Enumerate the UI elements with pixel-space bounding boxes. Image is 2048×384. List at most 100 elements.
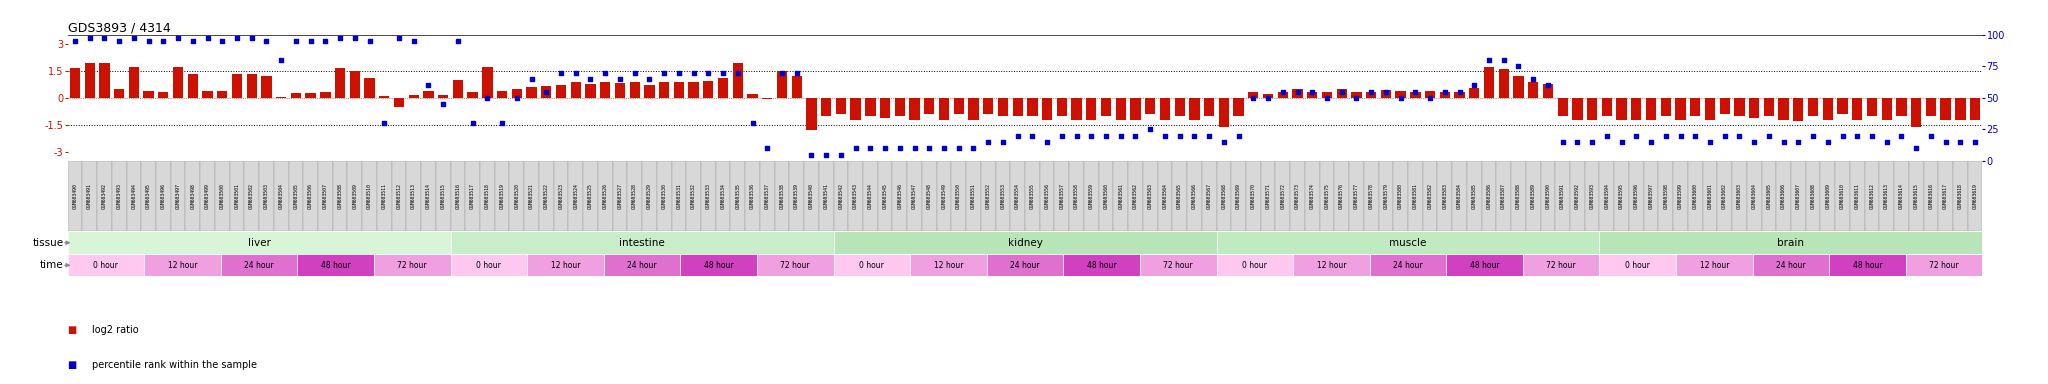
Point xyxy=(176,38,209,44)
Bar xyxy=(1526,161,1540,232)
Point xyxy=(1827,133,1860,139)
Point xyxy=(236,35,268,41)
Text: GSM603583: GSM603583 xyxy=(1442,184,1448,209)
Point xyxy=(1634,139,1667,145)
Bar xyxy=(348,161,362,232)
Point xyxy=(1413,95,1446,101)
Text: 72 hour: 72 hour xyxy=(1546,261,1577,270)
Text: GSM603525: GSM603525 xyxy=(588,184,594,209)
Bar xyxy=(987,254,1063,276)
Text: tissue: tissue xyxy=(33,238,63,248)
Text: GSM603590: GSM603590 xyxy=(1546,184,1550,209)
Bar xyxy=(231,74,242,98)
Bar xyxy=(850,98,860,119)
Text: GSM603604: GSM603604 xyxy=(1751,184,1757,209)
Point xyxy=(1339,95,1372,101)
Text: GSM603529: GSM603529 xyxy=(647,184,651,209)
Point xyxy=(1061,133,1094,139)
Bar xyxy=(1720,98,1731,114)
Bar xyxy=(1098,161,1114,232)
Point xyxy=(1532,82,1565,88)
Bar xyxy=(983,98,993,114)
Bar xyxy=(276,97,287,98)
Bar xyxy=(688,81,698,98)
Text: GSM603508: GSM603508 xyxy=(338,184,342,209)
Bar xyxy=(715,161,731,232)
Text: GSM603565: GSM603565 xyxy=(1178,184,1182,209)
Text: 0 hour: 0 hour xyxy=(94,261,119,270)
Text: GSM603519: GSM603519 xyxy=(500,184,504,209)
Point xyxy=(1841,133,1874,139)
Bar xyxy=(1370,254,1446,276)
Point xyxy=(942,146,975,152)
Bar xyxy=(1559,98,1569,116)
Bar xyxy=(1204,98,1214,116)
Bar xyxy=(1485,67,1495,98)
Bar xyxy=(1528,81,1538,98)
Point xyxy=(442,38,475,44)
Bar xyxy=(1761,161,1776,232)
Bar xyxy=(1968,161,1982,232)
Bar xyxy=(1880,161,1894,232)
Text: GSM603545: GSM603545 xyxy=(883,184,887,209)
Point xyxy=(1384,95,1417,101)
Text: GSM603619: GSM603619 xyxy=(1972,184,1978,209)
Point xyxy=(279,38,311,44)
Text: 12 hour: 12 hour xyxy=(934,261,963,270)
Bar xyxy=(451,161,465,232)
Bar xyxy=(758,254,834,276)
Bar xyxy=(788,161,805,232)
Text: GSM603581: GSM603581 xyxy=(1413,184,1417,209)
Point xyxy=(1044,133,1077,139)
Text: GSM603588: GSM603588 xyxy=(1516,184,1522,209)
Point xyxy=(1458,82,1491,88)
Point xyxy=(1104,133,1137,139)
Bar xyxy=(627,161,643,232)
Bar xyxy=(1171,161,1188,232)
Bar xyxy=(1130,98,1141,119)
Bar xyxy=(680,254,758,276)
Bar xyxy=(217,91,227,98)
Bar xyxy=(1176,98,1186,116)
Text: GSM603595: GSM603595 xyxy=(1620,184,1624,209)
Bar xyxy=(524,161,539,232)
Bar xyxy=(262,76,272,98)
Text: GSM603563: GSM603563 xyxy=(1147,184,1153,209)
Bar xyxy=(258,161,274,232)
Text: GSM603601: GSM603601 xyxy=(1708,184,1712,209)
Point xyxy=(221,35,254,41)
Text: GSM603541: GSM603541 xyxy=(823,184,829,209)
Text: GSM603577: GSM603577 xyxy=(1354,184,1360,209)
Text: GSM603520: GSM603520 xyxy=(514,184,520,209)
Text: GSM603576: GSM603576 xyxy=(1339,184,1343,209)
Text: GSM603558: GSM603558 xyxy=(1073,184,1079,209)
Text: GSM603498: GSM603498 xyxy=(190,184,195,209)
Bar xyxy=(1763,98,1774,116)
Bar xyxy=(834,161,848,232)
Bar xyxy=(1599,161,1614,232)
Text: log2 ratio: log2 ratio xyxy=(92,325,139,335)
Bar xyxy=(1128,161,1143,232)
Point xyxy=(133,38,166,44)
Text: GSM603586: GSM603586 xyxy=(1487,184,1491,209)
Point xyxy=(1399,88,1432,94)
Text: 12 hour: 12 hour xyxy=(168,261,197,270)
Point xyxy=(1030,139,1063,145)
Point xyxy=(1958,139,1991,145)
Point xyxy=(88,35,121,41)
Point xyxy=(854,146,887,152)
Bar xyxy=(1956,98,1966,119)
Bar xyxy=(365,78,375,98)
Bar xyxy=(1423,161,1438,232)
Text: GSM603497: GSM603497 xyxy=(176,184,180,209)
Point xyxy=(1149,133,1182,139)
Bar xyxy=(864,98,874,116)
Bar xyxy=(659,83,670,98)
Text: GSM603499: GSM603499 xyxy=(205,184,211,209)
Point xyxy=(590,70,623,76)
Bar xyxy=(1063,254,1141,276)
Bar xyxy=(1499,69,1509,98)
Bar xyxy=(657,161,672,232)
Bar xyxy=(997,98,1008,116)
Point xyxy=(412,82,444,88)
